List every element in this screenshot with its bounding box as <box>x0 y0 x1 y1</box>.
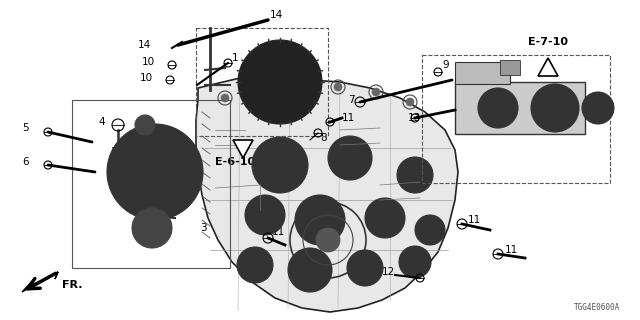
Circle shape <box>288 248 332 292</box>
Circle shape <box>141 158 169 186</box>
Text: 12: 12 <box>382 267 396 277</box>
Text: 5: 5 <box>22 123 29 133</box>
Circle shape <box>347 250 383 286</box>
Circle shape <box>238 40 322 124</box>
Circle shape <box>258 60 302 104</box>
Text: 11: 11 <box>505 245 518 255</box>
Circle shape <box>541 94 569 122</box>
Bar <box>455 62 510 84</box>
Circle shape <box>252 137 308 193</box>
Text: 1: 1 <box>232 53 239 63</box>
Circle shape <box>258 86 266 94</box>
Circle shape <box>130 147 180 197</box>
Bar <box>455 82 585 134</box>
Polygon shape <box>22 272 58 292</box>
Text: 10: 10 <box>140 73 153 83</box>
Text: 14: 14 <box>270 10 284 20</box>
Text: 8: 8 <box>320 133 326 143</box>
Circle shape <box>242 44 318 120</box>
Circle shape <box>328 136 372 180</box>
Circle shape <box>334 83 342 91</box>
Polygon shape <box>196 76 458 312</box>
Text: 4: 4 <box>98 117 104 127</box>
Circle shape <box>245 195 285 235</box>
Text: TGG4E0600A: TGG4E0600A <box>573 303 620 312</box>
Text: 14: 14 <box>138 40 151 50</box>
Circle shape <box>397 157 433 193</box>
Circle shape <box>237 247 273 283</box>
Circle shape <box>582 92 614 124</box>
Text: E-7-10: E-7-10 <box>528 37 568 47</box>
Text: 11: 11 <box>272 227 285 237</box>
Text: 11: 11 <box>468 215 481 225</box>
Bar <box>72 100 230 268</box>
Text: 11: 11 <box>342 113 355 123</box>
Circle shape <box>295 195 345 245</box>
Circle shape <box>144 220 160 236</box>
Text: 7: 7 <box>348 95 355 105</box>
Circle shape <box>111 128 199 216</box>
Bar <box>196 28 328 136</box>
Circle shape <box>266 68 294 96</box>
Text: 6: 6 <box>22 157 29 167</box>
Circle shape <box>221 94 229 102</box>
Text: 13: 13 <box>408 113 421 123</box>
Circle shape <box>365 198 405 238</box>
Text: FR.: FR. <box>62 280 83 290</box>
Polygon shape <box>128 168 185 200</box>
Polygon shape <box>538 58 558 76</box>
Circle shape <box>399 246 431 278</box>
Circle shape <box>372 88 380 96</box>
Circle shape <box>135 115 155 135</box>
Circle shape <box>415 215 445 245</box>
Text: E-6-10: E-6-10 <box>215 157 255 167</box>
Circle shape <box>250 52 310 112</box>
Circle shape <box>478 88 518 128</box>
Text: 9: 9 <box>442 60 449 70</box>
Circle shape <box>488 98 508 118</box>
Circle shape <box>117 134 193 210</box>
Polygon shape <box>233 140 253 158</box>
Circle shape <box>107 124 203 220</box>
Bar <box>422 55 610 183</box>
Circle shape <box>406 98 414 106</box>
Circle shape <box>138 214 166 242</box>
Text: 2: 2 <box>238 145 244 155</box>
Circle shape <box>139 119 151 131</box>
Circle shape <box>132 208 172 248</box>
Circle shape <box>316 228 340 252</box>
Circle shape <box>531 84 579 132</box>
Bar <box>500 60 520 75</box>
Text: 10: 10 <box>142 57 155 67</box>
Text: 3: 3 <box>200 223 207 233</box>
Circle shape <box>296 83 304 91</box>
